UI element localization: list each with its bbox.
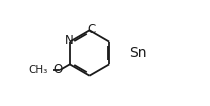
Text: N: N <box>65 34 74 47</box>
Text: CH₃: CH₃ <box>28 65 47 75</box>
Text: C: C <box>88 23 96 36</box>
Text: Sn: Sn <box>129 46 147 60</box>
Text: O: O <box>54 63 63 76</box>
